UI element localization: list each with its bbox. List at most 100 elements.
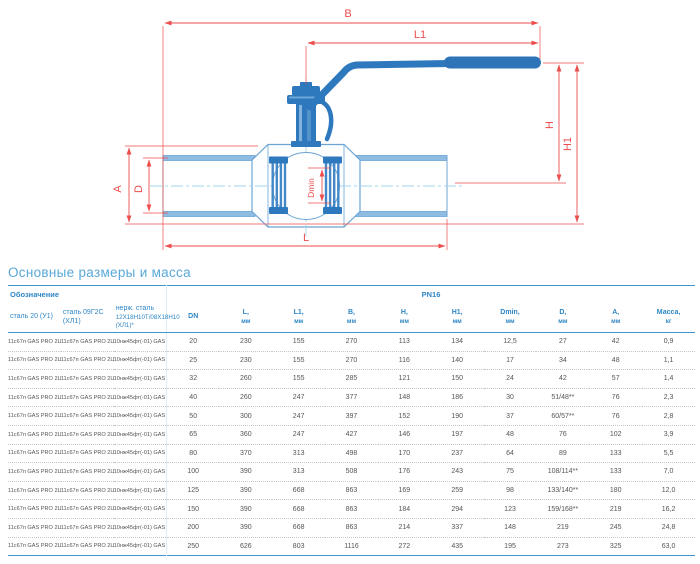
dim-label-h1: H1 [562,137,574,151]
dimension-cell: 184 [377,499,431,519]
dimension-cell: 180 [589,481,643,501]
dimensions-table: Обозначение PN16 сталь 20 (У1) сталь 09Г2… [8,285,695,557]
dimension-cell: 1,4 [642,369,695,389]
dimension-cell: 272 [398,542,411,550]
designation-cell: 11с67п GAS PRO 2ЦЛ.00.1.016.025/020 [8,351,61,371]
dimension-cell: 390 [219,462,273,482]
dimension-cell: 140 [430,351,484,371]
dim-label-h: H [544,121,556,129]
dimension-cell: 214 [377,518,431,538]
table-row: 11с67п GAS PRO 2ЦЛ.00.1.016.125/10011с67… [8,481,695,501]
dimension-cell: 50 [166,406,220,426]
dimension-cell: 24 [483,369,537,389]
dimension-cell: 63,0 [661,542,676,550]
dim-label-b: B [344,8,351,20]
dimension-cell: 42 [589,332,643,352]
designation-cell: 10нж45фт(-01) GAS PRO 2ЦЛ.01.1.016.100/0… [113,462,167,482]
designation-cell: 11с67п GAS PRO 2ЦЛ.00.1.016.150/125 [8,499,61,519]
dimension-cell: 155 [272,332,326,352]
column-header: A, мм [589,303,643,333]
dimension-cell: 176 [377,462,431,482]
dimension-cell: 390 [219,481,273,501]
dimension-cell: 668 [272,518,326,538]
lever-handle [306,56,541,111]
dimension-cell: 197 [430,425,484,445]
dimension-cell: 325 [609,542,622,550]
dimension-cell: 113 [377,332,431,352]
dimension-cell: 7,0 [642,462,695,482]
designation-group-header: Обозначение [10,290,60,299]
dimension-cell: 152 [377,406,431,426]
designation-cell: 10нж45фт(-01) GAS PRO 2ЦЛ.01.1.016.125/1… [113,481,167,501]
dimension-cell: 337 [430,518,484,538]
designation-cell: 10нж45фт(-01) GAS PRO 2ЦЛ.01.1.016.020/0… [113,332,167,352]
designation-cell: 10нж45фт(-01) GAS PRO 2ЦЛ.01.1.016.065/0… [113,425,167,445]
designation-cell: 10нж45фт(-01) GAS PRO 2ЦЛ.01.1.016.080/0… [113,444,167,464]
column-header: Dmin, мм [483,303,537,333]
designation-cell: 10нж45фт(-01) GAS PRO 2ЦЛ.01.1.016.050/0… [113,406,167,426]
dimension-cell: 626 [239,542,252,550]
dimension-cell: 65 [166,425,220,445]
dimension-cell: 863 [325,499,378,519]
dimension-lines [126,20,580,249]
column-header: D, мм [536,303,590,333]
dimension-cell: 230 [219,332,273,352]
dimension-cell: 243 [430,462,484,482]
dimension-cell: 260 [219,369,273,389]
dimension-cell: 1,1 [642,351,695,371]
section-title: Основные размеры и масса [8,265,191,280]
dimension-cell: 16,2 [642,499,695,519]
designation-cell: 10нж45фт(-01) GAS PRO 2ЦЛ.01.1.016.200/1… [113,518,167,538]
dimension-cell: 76 [589,406,643,426]
dimension-cell: 863 [325,481,378,501]
dimension-cell: 123 [483,499,537,519]
dimension-cell: 270 [325,332,378,352]
dimension-cell: 169 [377,481,431,501]
dimension-cell: 27 [536,332,590,352]
dimension-cell: 42 [536,369,590,389]
dim-label-dmin: Dmin [306,178,316,198]
dimension-cell: 250 [166,537,220,556]
dimension-cell: 76 [536,425,590,445]
dimension-cell: 148 [483,518,537,538]
dimension-cell: 397 [325,406,378,426]
dimension-cell: 159/168** [536,499,590,519]
dimension-cell: 12,5 [483,332,537,352]
dimension-cell: 89 [536,444,590,464]
dimension-cell: 313 [272,462,326,482]
dim-label-a: A [112,185,124,193]
designation-cell: 10нж45фт(-01) GAS PRO 2ЦЛ.01.1.016.040/0… [113,388,167,408]
table-row: 11с67п GAS PRO 2ЦЛ.00.1.016.040/03211с67… [8,388,695,408]
dimension-cell: 2,3 [642,388,695,408]
designation-cell: 10нж45фт(-01) GAS PRO 2ЦЛ.01.1.016.250/2… [113,543,167,550]
dimension-cell: 98 [483,481,537,501]
dimension-cell: 195 [504,542,516,550]
dimension-cell: 245 [589,518,643,538]
column-header: L, мм [219,303,273,333]
valve-diagram: B L1 L A D Dmin H H1 [0,0,700,256]
designation-cell: 11с67п GAS PRO 2ЦЛ.01.1.016.032/025 [60,369,114,389]
dimension-cell: 148 [377,388,431,408]
designation-cell: 11с67п GAS PRO 2ЦЛ.00.1.016.065/050 [8,425,61,445]
dimension-cell: 150 [166,499,220,519]
table-row: 11с67п GAS PRO 2ЦЛ.00.1.016.080/06511с67… [8,444,695,464]
designation-cell: 11с67п GAS PRO 2ЦЛ.00.1.016.032/025 [8,369,61,389]
table-row: 11с67п GAS PRO 2ЦЛ.00.1.016.150/12511с67… [8,499,695,519]
table-row: 11с67п GAS PRO 2ЦЛ.00.1.016.032/02511с67… [8,369,695,389]
column-header: H1, мм [430,303,484,333]
dim-label-d: D [133,185,145,193]
designation-cell: 10нж45фт(-01) GAS PRO 2ЦЛ.01.1.016.032/0… [113,369,167,389]
dimension-cell: 285 [325,369,378,389]
dimension-cell: 51/48** [536,388,590,408]
dimension-cell: 300 [219,406,273,426]
dimension-cell: 230 [219,351,273,371]
column-header: DN [166,303,220,333]
designation-cell: 11с67п GAS PRO 2ЦЛ.00.1.016.100/080 [8,462,61,482]
dimension-cell: 1116 [344,542,359,550]
dimension-cell: 24,8 [642,518,695,538]
column-header: Масса, кг [642,303,695,333]
designation-cell: 11с67п GAS PRO 2ЦЛ.00.1.016.050/040 [8,406,61,426]
dimension-cell: 48 [483,425,537,445]
dimension-cell: 133 [589,444,643,464]
